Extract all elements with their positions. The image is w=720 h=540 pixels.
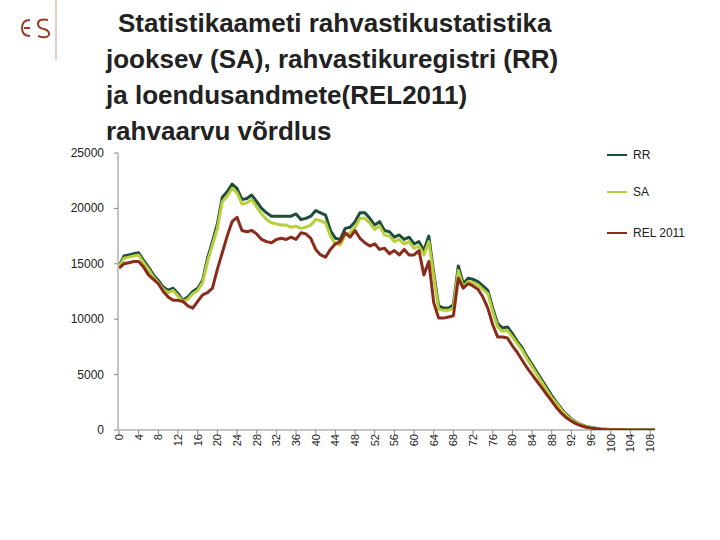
- x-tick-label: 84: [526, 434, 538, 446]
- x-tick-label: 56: [388, 434, 400, 446]
- legend-swatch: [607, 154, 627, 156]
- logo: [22, 20, 49, 38]
- y-tick-label: 15000: [71, 257, 105, 271]
- x-tick-label: 104: [624, 434, 636, 452]
- x-tick-label: 44: [329, 434, 341, 446]
- x-tick-label: 32: [270, 434, 282, 446]
- x-tick-label: 12: [172, 434, 184, 446]
- x-tick-label: 80: [506, 434, 518, 446]
- x-tick-label: 48: [349, 434, 361, 446]
- series-line: [119, 184, 655, 430]
- y-tick: [114, 319, 118, 320]
- x-tick-label: 36: [290, 434, 302, 446]
- title: Statistikaameti rahvastikustatistikajook…: [105, 8, 558, 146]
- y-tick: [114, 208, 118, 209]
- y-tick: [114, 263, 118, 264]
- legend-label: SA: [633, 185, 649, 199]
- legend-label: RR: [633, 148, 651, 162]
- x-tick-label: 108: [644, 434, 656, 452]
- x-tick-label: 100: [605, 434, 617, 452]
- series-line: [119, 188, 655, 430]
- x-tick-label: 16: [192, 434, 204, 446]
- x-tick-label: 52: [369, 434, 381, 446]
- y-tick-label: 0: [97, 423, 104, 437]
- x-tick-label: 68: [447, 434, 459, 446]
- x-tick-label: 28: [251, 434, 263, 446]
- x-tick-label: 24: [231, 434, 243, 446]
- x-tick-label: 4: [133, 434, 145, 440]
- x-axis: [119, 430, 655, 431]
- x-tick-label: 96: [585, 434, 597, 446]
- y-tick-label: 25000: [71, 146, 105, 160]
- series-group: [119, 184, 655, 430]
- y-axis: [118, 153, 119, 430]
- y-tick-label: 10000: [71, 312, 105, 326]
- x-tick-label: 76: [487, 434, 499, 446]
- x-tick-label: 88: [546, 434, 558, 446]
- y-tick-label: 20000: [71, 201, 105, 215]
- chart: Statistikaameti rahvastikustatistikajook…: [0, 0, 720, 540]
- x-tick-label: 64: [428, 434, 440, 446]
- x-tick-label: 20: [211, 434, 223, 446]
- x-tick-label: 0: [113, 434, 125, 440]
- legend-label: REL 2011: [633, 226, 685, 240]
- y-tick-label: 5000: [77, 368, 104, 382]
- x-tick-label: 40: [310, 434, 322, 446]
- y-tick: [114, 153, 118, 154]
- x-tick-label: 8: [152, 434, 164, 440]
- x-tick-label: 72: [467, 434, 479, 446]
- legend-swatch: [607, 232, 627, 234]
- legend-swatch: [607, 191, 627, 193]
- logo-rule: [56, 0, 57, 60]
- y-tick: [114, 374, 118, 375]
- series-line: [119, 217, 655, 430]
- x-tick-label: 92: [565, 434, 577, 446]
- y-tick: [114, 430, 118, 431]
- x-tick-label: 60: [408, 434, 420, 446]
